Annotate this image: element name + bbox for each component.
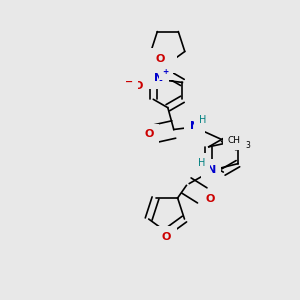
Text: N: N [154,74,163,83]
Text: N: N [206,165,216,175]
Text: O: O [206,194,215,204]
Text: O: O [156,54,165,64]
Text: −: − [125,76,133,86]
Text: N: N [190,121,199,130]
Text: H: H [198,158,205,168]
Text: N: N [164,58,172,68]
Text: O: O [162,232,171,242]
Text: H: H [199,115,206,124]
Text: 3: 3 [245,141,250,150]
Text: O: O [133,81,142,92]
Text: +: + [163,67,169,76]
Text: O: O [144,129,154,140]
Text: CH: CH [228,136,241,146]
